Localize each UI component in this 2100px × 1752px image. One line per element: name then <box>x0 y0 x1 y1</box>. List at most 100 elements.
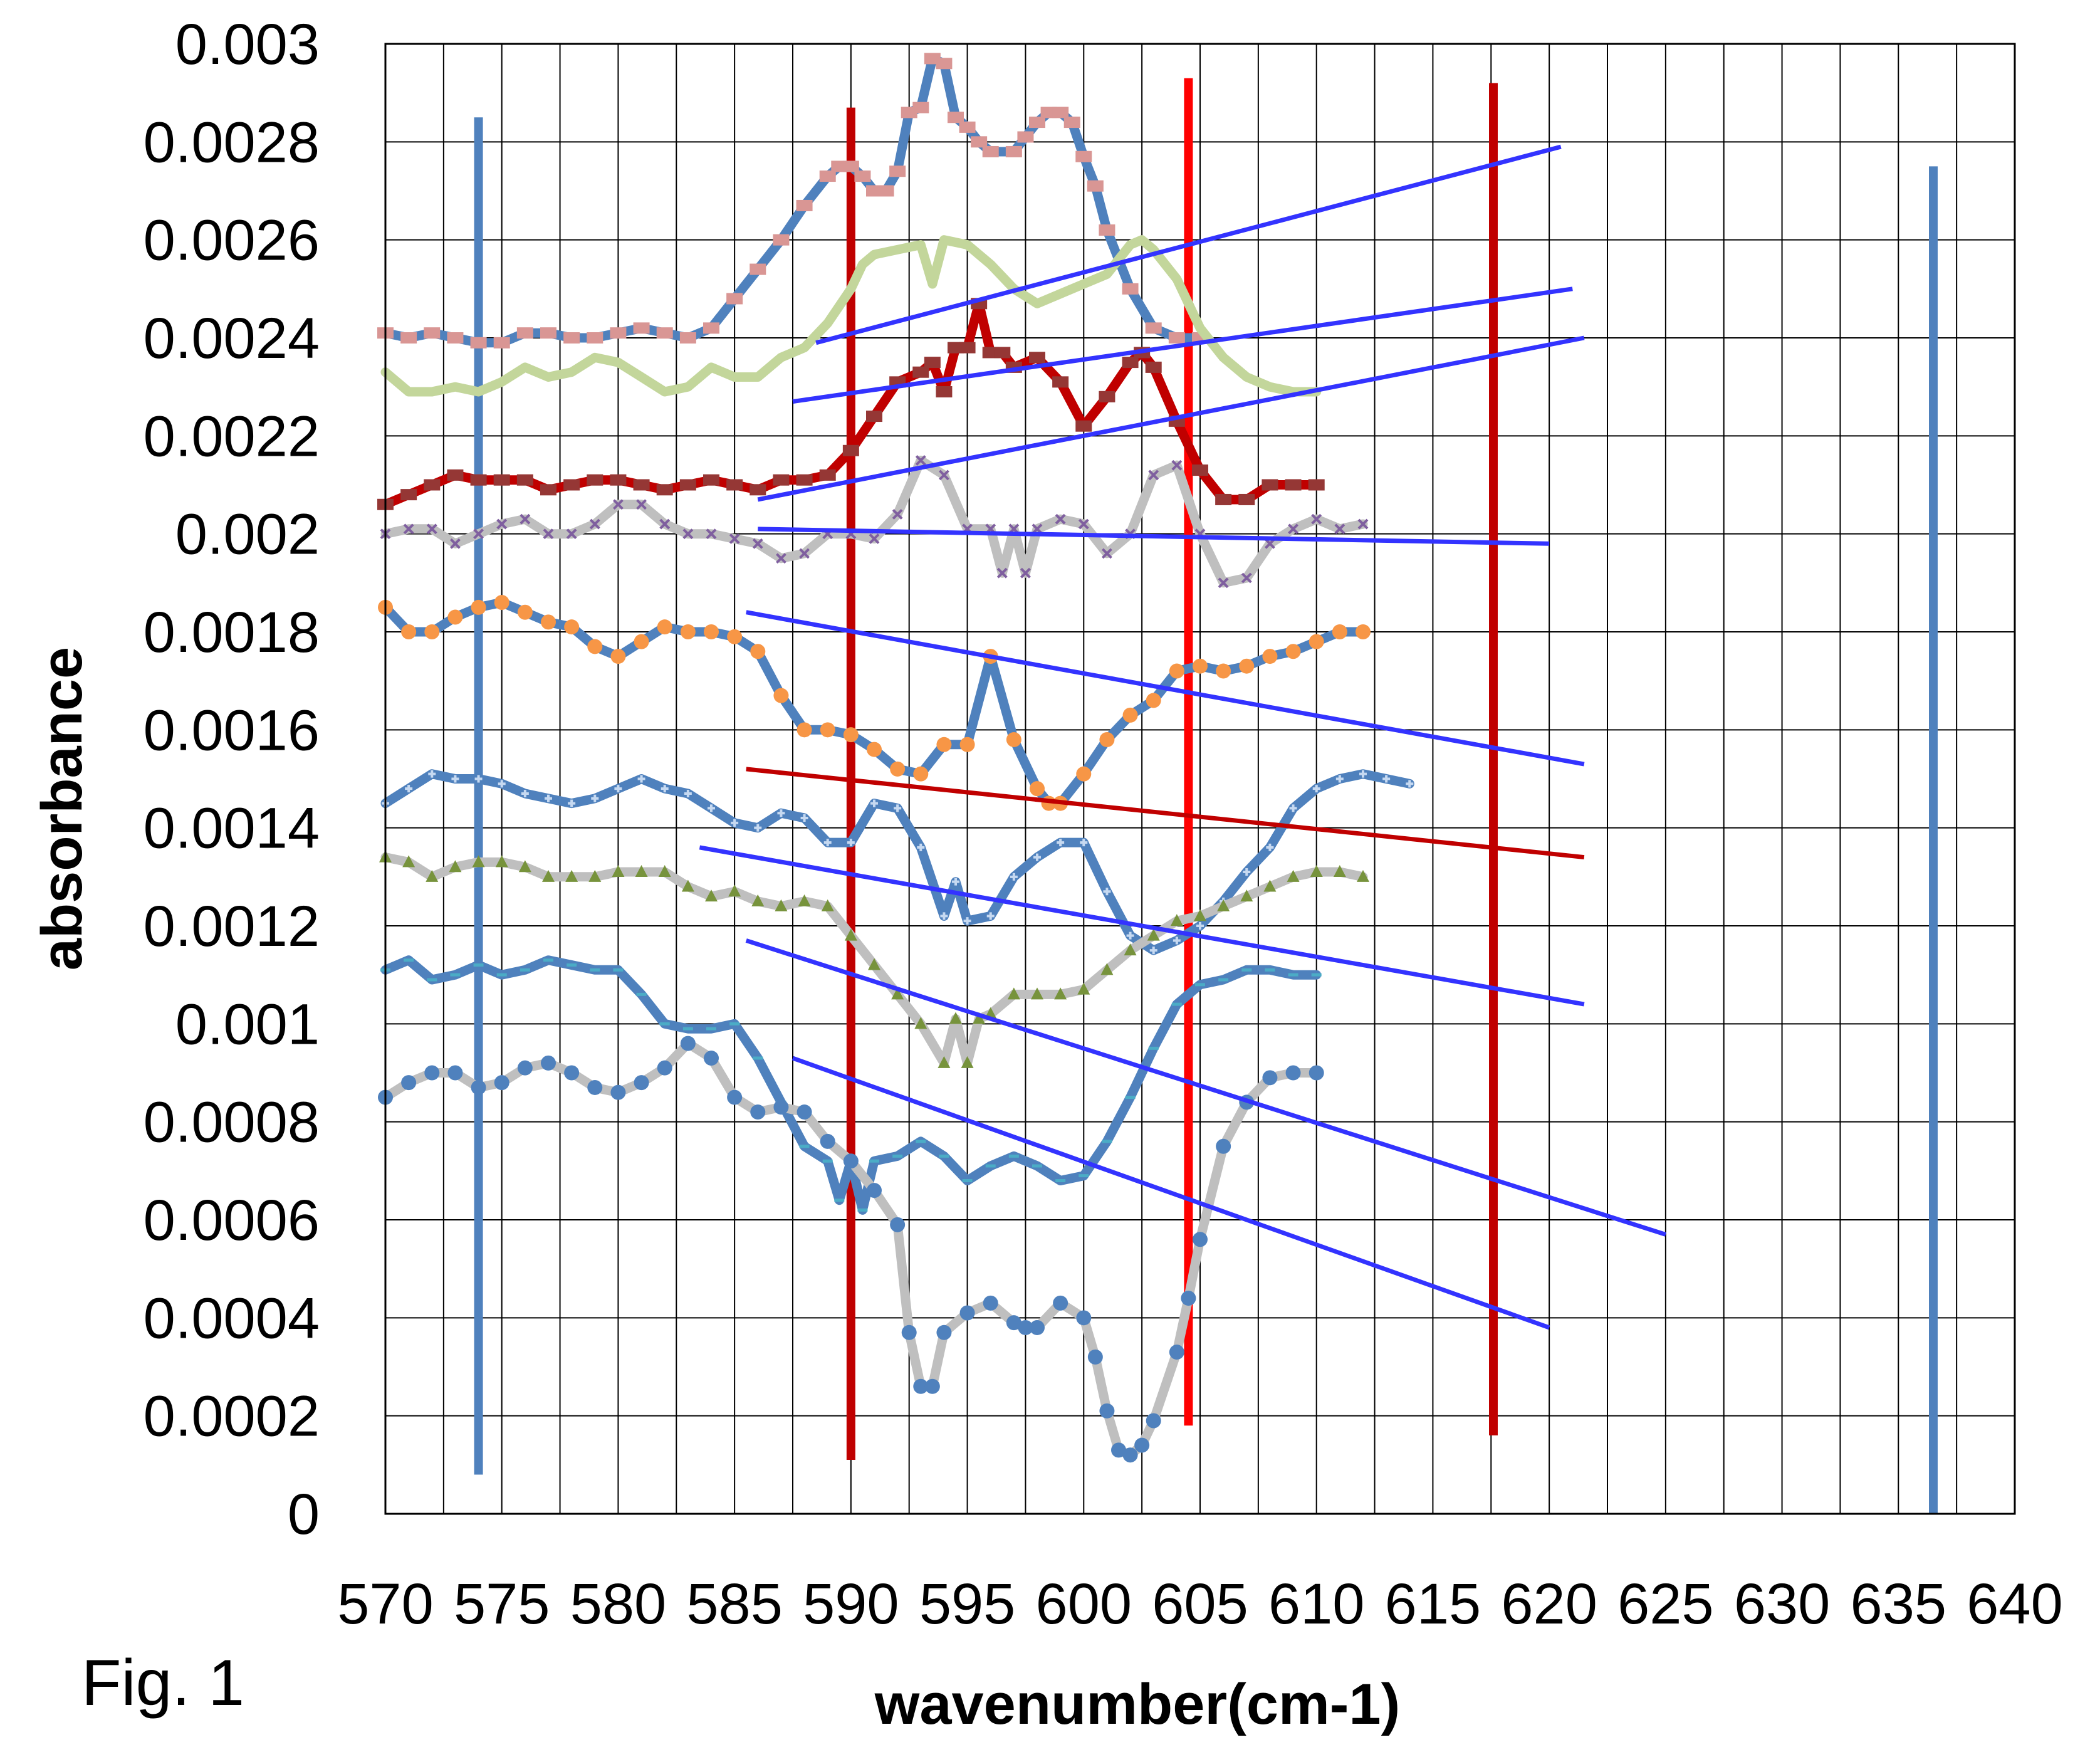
data-point <box>1216 1138 1231 1154</box>
data-point <box>1122 1447 1138 1463</box>
data-point <box>796 474 813 486</box>
data-point <box>1030 781 1045 797</box>
data-point <box>424 1065 440 1081</box>
series-markers <box>377 298 1325 510</box>
x-tick-label: 640 <box>1967 1572 2063 1636</box>
data-point <box>565 869 578 882</box>
data-point <box>1075 420 1092 432</box>
data-point <box>1006 1315 1021 1331</box>
data-point <box>1265 538 1275 549</box>
data-point <box>517 604 533 620</box>
data-point <box>936 737 952 752</box>
data-point <box>1312 785 1320 793</box>
data-point <box>1010 873 1018 881</box>
data-point <box>521 789 529 797</box>
trend-line <box>746 767 1585 860</box>
data-point <box>1054 987 1067 1000</box>
data-point <box>1192 464 1208 476</box>
data-point <box>1053 1295 1068 1311</box>
x-tick-label: 615 <box>1385 1572 1481 1636</box>
series-line <box>380 769 1414 955</box>
data-point <box>890 1217 906 1232</box>
data-point <box>1311 513 1322 525</box>
data-point <box>948 112 964 123</box>
data-point <box>426 523 437 535</box>
data-point <box>773 1099 789 1115</box>
data-point <box>637 775 645 783</box>
series-markers <box>378 1036 1324 1463</box>
data-point <box>773 234 790 246</box>
data-point <box>796 199 813 211</box>
data-point <box>447 609 463 625</box>
figure-caption: Fig. 1 <box>81 1647 244 1719</box>
data-point <box>447 332 464 344</box>
data-point <box>1238 493 1255 505</box>
data-point <box>679 479 696 491</box>
data-point <box>996 567 1008 579</box>
data-point <box>983 1295 998 1311</box>
data-point <box>728 884 741 897</box>
data-point <box>401 624 417 639</box>
trend-line <box>815 144 1562 345</box>
data-point <box>844 928 857 941</box>
data-point <box>889 165 906 177</box>
data-point <box>679 332 696 344</box>
data-point <box>1285 479 1302 491</box>
data-point <box>659 518 671 530</box>
data-point <box>1148 469 1159 481</box>
data-point <box>843 727 859 743</box>
data-point <box>867 1183 882 1199</box>
data-point <box>1099 1403 1115 1419</box>
data-point <box>952 878 959 886</box>
data-point <box>1057 839 1065 847</box>
data-point <box>1332 624 1347 639</box>
data-point <box>1124 943 1137 956</box>
data-point <box>1356 624 1371 639</box>
data-point <box>1266 843 1274 851</box>
y-tick-label: 0.001 <box>175 992 320 1056</box>
data-point <box>752 538 763 549</box>
x-tick-label: 570 <box>337 1572 434 1636</box>
series-line <box>380 235 1322 397</box>
data-point <box>1099 391 1115 402</box>
data-point <box>633 322 650 334</box>
data-point <box>680 624 696 639</box>
trend-line <box>757 335 1585 502</box>
data-point <box>661 785 669 793</box>
data-point <box>994 347 1011 359</box>
data-point <box>924 357 941 369</box>
data-point <box>447 1065 463 1081</box>
data-point <box>496 518 508 530</box>
data-point <box>1080 839 1088 847</box>
data-point <box>568 799 576 807</box>
data-point <box>869 533 880 544</box>
data-point <box>494 595 509 611</box>
data-point <box>1263 879 1277 892</box>
data-point <box>986 912 995 920</box>
series-group <box>377 53 1414 1463</box>
series-7 <box>379 850 1369 1068</box>
data-point <box>634 1075 649 1091</box>
data-point <box>450 538 461 549</box>
data-point <box>1055 513 1066 525</box>
data-point <box>447 469 464 481</box>
data-point <box>564 619 580 635</box>
data-point <box>775 899 788 911</box>
data-point <box>656 327 673 339</box>
x-tick-label: 590 <box>803 1572 899 1636</box>
data-point <box>1075 150 1092 162</box>
data-point <box>426 869 439 882</box>
data-point <box>1173 936 1181 945</box>
data-point <box>1262 479 1278 491</box>
data-point <box>847 839 855 847</box>
data-point <box>773 688 789 703</box>
series-9 <box>378 1036 1324 1463</box>
x-tick-label: 580 <box>570 1572 667 1636</box>
data-point <box>729 533 740 544</box>
data-point <box>949 1012 962 1024</box>
data-point <box>684 789 692 797</box>
data-point <box>1287 869 1300 882</box>
data-point <box>913 766 929 782</box>
data-point <box>751 894 765 906</box>
